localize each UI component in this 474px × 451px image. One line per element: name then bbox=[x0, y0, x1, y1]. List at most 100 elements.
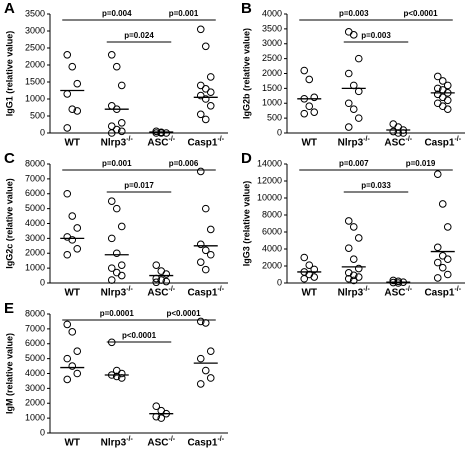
data-point bbox=[68, 105, 77, 113]
data-point bbox=[443, 270, 452, 279]
data-point bbox=[349, 276, 358, 285]
y-tick-label: 2000 bbox=[25, 59, 45, 69]
data-point bbox=[433, 99, 442, 108]
data-point bbox=[196, 167, 205, 176]
y-tick-label: 1000 bbox=[25, 413, 45, 423]
data-point bbox=[300, 253, 309, 262]
data-point bbox=[107, 276, 116, 284]
data-point bbox=[157, 406, 166, 415]
data-point bbox=[73, 347, 82, 355]
p-value: p=0.006 bbox=[169, 159, 199, 168]
category-label: WT bbox=[64, 138, 80, 149]
data-point bbox=[433, 258, 442, 267]
y-tick-label: 4000 bbox=[262, 8, 282, 18]
y-tick-label: 1000 bbox=[25, 263, 45, 273]
y-tick-label: 1500 bbox=[262, 83, 282, 93]
data-point bbox=[112, 249, 121, 258]
data-point bbox=[300, 66, 309, 75]
category-label: ASC-/- bbox=[147, 136, 175, 149]
p-value: p=0.019 bbox=[406, 159, 436, 168]
data-point bbox=[68, 236, 77, 244]
data-point bbox=[112, 204, 121, 213]
y-axis-label: IgM (relative value) bbox=[4, 333, 14, 414]
data-point bbox=[196, 25, 205, 34]
data-point bbox=[152, 129, 161, 137]
y-tick-label: 1000 bbox=[25, 93, 45, 103]
data-point bbox=[196, 81, 205, 90]
category-label: Nlrp3-/- bbox=[338, 286, 371, 299]
data-point bbox=[152, 261, 161, 269]
data-point bbox=[438, 102, 447, 111]
data-point bbox=[68, 328, 77, 336]
data-point bbox=[438, 263, 447, 272]
data-point bbox=[112, 125, 121, 134]
data-point bbox=[201, 204, 210, 213]
y-axis-label: IgG1 (relative value) bbox=[4, 31, 14, 117]
data-point bbox=[443, 105, 452, 113]
data-point bbox=[349, 223, 358, 231]
data-point bbox=[443, 255, 452, 264]
data-point bbox=[354, 273, 363, 281]
data-point bbox=[63, 320, 72, 329]
y-tick-label: 500 bbox=[267, 113, 282, 123]
p-value: p=0.003 bbox=[339, 9, 369, 18]
p-value: p<0.0001 bbox=[122, 331, 157, 340]
y-axis-label: IgG2b (relative value) bbox=[241, 28, 251, 119]
category-label: ASC-/- bbox=[147, 286, 175, 299]
category-label: Casp1-/- bbox=[187, 286, 224, 299]
category-label: Casp1-/- bbox=[424, 136, 461, 149]
category-label: WT bbox=[301, 288, 317, 299]
data-point bbox=[443, 96, 452, 105]
data-point bbox=[206, 374, 215, 382]
data-point bbox=[201, 85, 210, 93]
data-point bbox=[344, 217, 353, 225]
y-tick-label: 0 bbox=[40, 427, 45, 437]
data-point bbox=[117, 81, 126, 90]
data-point bbox=[73, 224, 82, 232]
category-label: Casp1-/- bbox=[187, 136, 224, 149]
panel-letter: D bbox=[241, 150, 252, 167]
data-point bbox=[112, 268, 121, 277]
data-point bbox=[201, 265, 210, 274]
data-point bbox=[438, 200, 447, 208]
y-tick-label: 7000 bbox=[25, 173, 45, 183]
y-tick-label: 4000 bbox=[25, 218, 45, 228]
data-point bbox=[157, 129, 166, 137]
data-point bbox=[344, 99, 353, 108]
data-point bbox=[107, 129, 116, 137]
data-point bbox=[107, 234, 116, 243]
data-point bbox=[107, 264, 116, 272]
data-point bbox=[300, 274, 309, 283]
data-point bbox=[305, 102, 314, 111]
data-point bbox=[206, 102, 215, 110]
data-point bbox=[157, 276, 166, 284]
data-point bbox=[201, 246, 210, 255]
data-point bbox=[63, 189, 72, 198]
data-point bbox=[68, 212, 77, 220]
data-point bbox=[344, 28, 353, 36]
data-point bbox=[354, 87, 363, 96]
category-label: Nlrp3-/- bbox=[101, 136, 134, 149]
data-point bbox=[162, 129, 171, 137]
data-point bbox=[206, 250, 215, 259]
p-value: p=0.024 bbox=[124, 31, 154, 40]
data-point bbox=[389, 120, 398, 128]
category-label: Casp1-/- bbox=[424, 286, 461, 299]
data-point bbox=[349, 31, 358, 39]
data-point bbox=[68, 62, 77, 71]
y-tick-label: 2000 bbox=[262, 260, 282, 270]
category-label: ASC-/- bbox=[384, 286, 412, 299]
data-point bbox=[438, 252, 447, 260]
panel-letter: B bbox=[241, 0, 252, 17]
data-point bbox=[349, 271, 358, 280]
data-point bbox=[117, 271, 126, 280]
data-point bbox=[310, 273, 319, 281]
y-tick-label: 14000 bbox=[257, 158, 282, 168]
p-value: p=0.001 bbox=[169, 9, 199, 18]
y-tick-label: 1500 bbox=[25, 76, 45, 86]
category-label: WT bbox=[64, 288, 80, 299]
data-point bbox=[196, 354, 205, 363]
data-point bbox=[433, 72, 442, 81]
category-label: Nlrp3-/- bbox=[101, 436, 134, 449]
category-label: WT bbox=[64, 438, 80, 449]
